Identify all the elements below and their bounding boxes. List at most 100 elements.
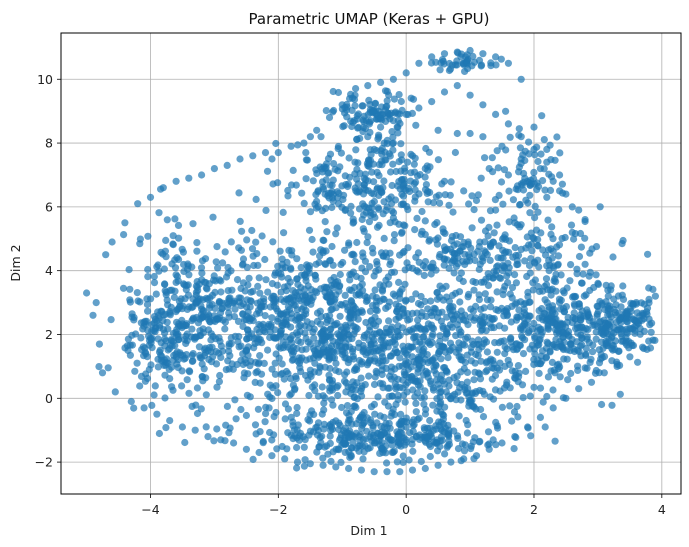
scatter-point bbox=[487, 59, 495, 67]
scatter-point bbox=[526, 269, 534, 277]
scatter-point bbox=[249, 287, 257, 295]
scatter-point bbox=[479, 257, 487, 265]
scatter-point bbox=[360, 227, 368, 235]
scatter-point bbox=[335, 425, 343, 434]
scatter-point bbox=[205, 312, 213, 320]
scatter-point bbox=[495, 242, 503, 250]
scatter-point bbox=[508, 294, 516, 302]
scatter-point bbox=[539, 398, 547, 406]
scatter-point bbox=[553, 243, 561, 251]
scatter-point bbox=[496, 359, 504, 367]
scatter-point bbox=[156, 346, 164, 354]
scatter-point bbox=[519, 350, 528, 358]
scatter-point bbox=[323, 160, 331, 168]
scatter-point bbox=[242, 316, 250, 324]
scatter-point bbox=[351, 402, 359, 410]
scatter-point bbox=[393, 349, 401, 357]
scatter-point bbox=[546, 286, 555, 294]
scatter-point bbox=[328, 396, 336, 404]
scatter-point bbox=[412, 399, 420, 407]
scatter-point bbox=[362, 351, 370, 359]
scatter-point bbox=[271, 359, 279, 367]
scatter-point bbox=[414, 415, 422, 423]
scatter-point bbox=[151, 382, 159, 390]
scatter-point bbox=[180, 267, 188, 276]
scatter-point bbox=[357, 387, 365, 395]
scatter-point bbox=[167, 336, 175, 344]
scatter-point bbox=[470, 206, 478, 214]
scatter-point bbox=[258, 232, 266, 240]
scatter-point bbox=[345, 331, 353, 339]
scatter-point bbox=[479, 413, 488, 421]
scatter-point bbox=[474, 247, 482, 255]
scatter-point bbox=[462, 389, 470, 397]
scatter-point bbox=[319, 236, 327, 244]
scatter-point bbox=[395, 91, 403, 99]
scatter-point bbox=[643, 310, 651, 318]
scatter-point bbox=[174, 221, 183, 229]
scatter-point bbox=[330, 160, 338, 168]
scatter-point bbox=[516, 200, 524, 209]
scatter-point bbox=[207, 336, 215, 344]
scatter-point bbox=[375, 221, 383, 229]
scatter-point bbox=[223, 161, 231, 169]
scatter-point bbox=[384, 109, 392, 117]
scatter-point bbox=[543, 193, 551, 201]
scatter-point bbox=[543, 262, 551, 270]
x-tick-label: 2 bbox=[530, 502, 538, 517]
scatter-point bbox=[349, 378, 357, 386]
scatter-point bbox=[155, 267, 163, 275]
x-tick-label: −2 bbox=[269, 502, 287, 517]
scatter-point bbox=[392, 385, 400, 393]
scatter-point bbox=[536, 413, 545, 421]
scatter-point bbox=[550, 319, 558, 327]
scatter-point bbox=[493, 348, 501, 356]
scatter-point bbox=[484, 441, 492, 449]
scatter-point bbox=[392, 167, 400, 176]
scatter-point bbox=[356, 436, 364, 444]
scatter-point bbox=[492, 110, 500, 118]
scatter-point bbox=[302, 307, 310, 315]
scatter-point bbox=[417, 457, 425, 466]
scatter-point bbox=[226, 294, 234, 302]
scatter-point bbox=[150, 272, 158, 281]
scatter-point bbox=[394, 432, 402, 440]
scatter-point bbox=[301, 329, 309, 337]
scatter-point bbox=[459, 277, 467, 286]
scatter-point bbox=[159, 317, 167, 325]
scatter-point bbox=[311, 287, 319, 295]
scatter-point bbox=[321, 338, 329, 346]
scatter-point bbox=[504, 120, 512, 128]
scatter-point bbox=[447, 311, 455, 319]
scatter-point bbox=[308, 235, 316, 244]
scatter-point bbox=[131, 367, 139, 375]
scatter-point bbox=[411, 226, 419, 234]
scatter-point bbox=[474, 191, 482, 199]
scatter-point bbox=[611, 308, 619, 317]
scatter-point bbox=[481, 227, 490, 235]
scatter-point bbox=[191, 426, 199, 434]
scatter-point bbox=[421, 410, 429, 418]
scatter-point bbox=[346, 314, 355, 322]
scatter-point bbox=[371, 410, 379, 418]
scatter-point bbox=[223, 402, 231, 410]
scatter-point bbox=[325, 356, 333, 364]
scatter-point bbox=[377, 123, 385, 131]
scatter-point bbox=[551, 326, 560, 334]
scatter-point bbox=[217, 288, 225, 296]
scatter-point bbox=[393, 305, 402, 313]
scatter-point bbox=[174, 333, 182, 341]
scatter-point bbox=[252, 238, 260, 246]
scatter-point bbox=[495, 191, 503, 199]
scatter-point bbox=[321, 394, 329, 402]
scatter-point bbox=[124, 335, 132, 343]
scatter-point bbox=[210, 276, 218, 284]
scatter-point bbox=[254, 261, 262, 269]
scatter-point bbox=[306, 460, 314, 468]
scatter-point bbox=[640, 327, 648, 335]
scatter-point bbox=[161, 371, 169, 379]
scatter-point bbox=[321, 218, 329, 226]
scatter-point bbox=[546, 348, 554, 356]
scatter-point bbox=[383, 203, 391, 211]
scatter-point bbox=[329, 87, 337, 96]
